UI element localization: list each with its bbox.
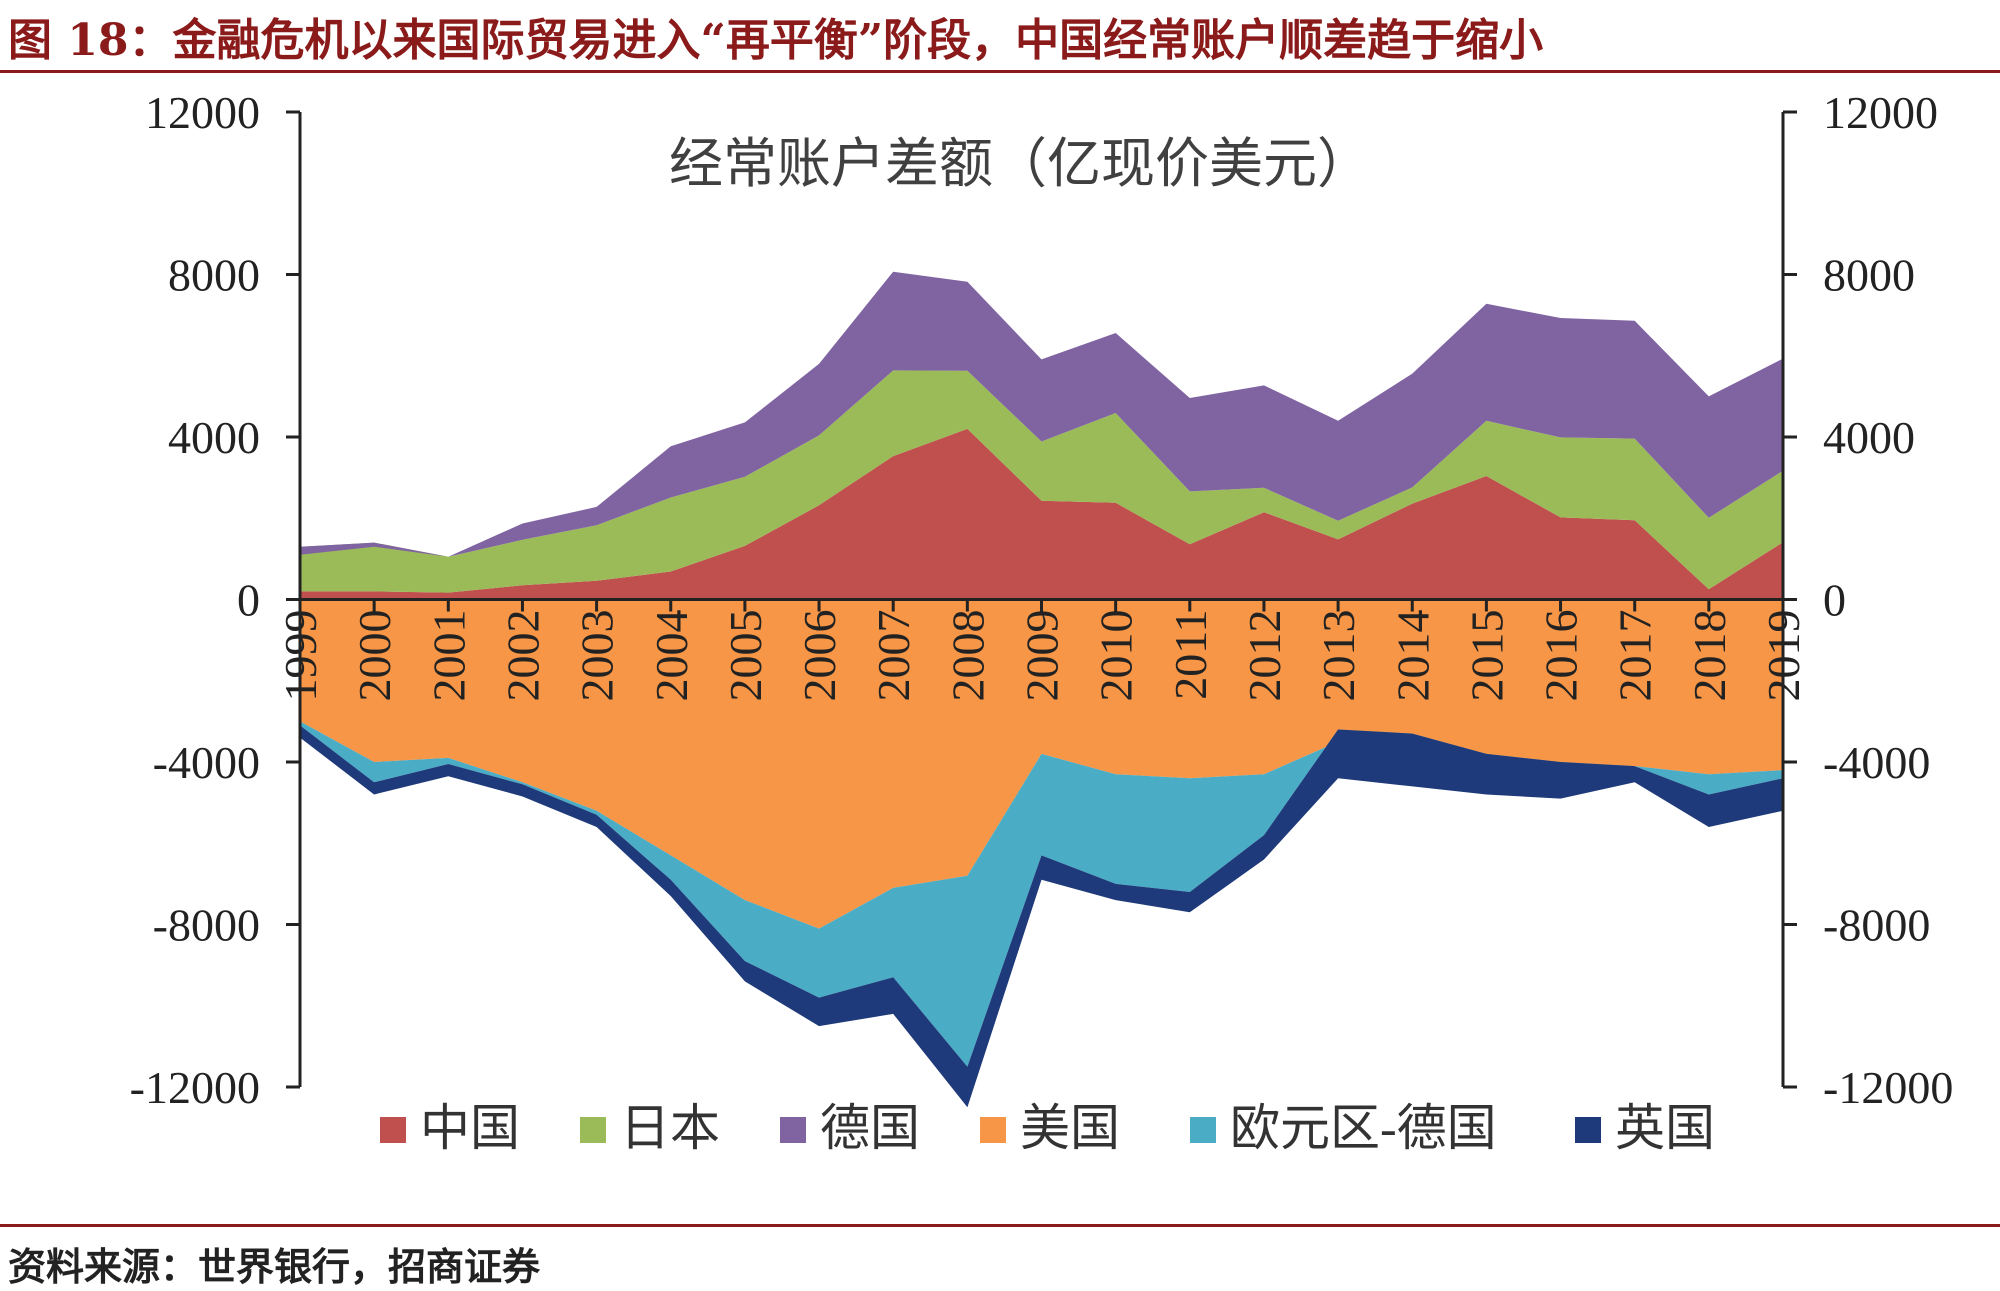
x-tick-label: 2016 [1536, 610, 1587, 702]
area-美国 [300, 599, 1783, 929]
x-tick-label: 2000 [349, 610, 400, 702]
legend-label: 英国 [1615, 1100, 1715, 1156]
x-tick-label: 2015 [1461, 610, 1512, 702]
x-tick-label: 2009 [1017, 610, 1068, 702]
x-tick-label: 2013 [1313, 610, 1364, 702]
chart-title: 经常账户差额（亿现价美元） [669, 134, 1371, 194]
x-tick-label: 2001 [423, 610, 474, 702]
y-tick-label-left: -8000 [153, 900, 260, 951]
source-note: 资料来源：世界银行，招商证券 [8, 1244, 541, 1289]
legend-swatch [580, 1117, 606, 1143]
x-tick-labels: 1999 2000 2001 2002 2003 2004 2005 2006 2007 2008… [275, 610, 1809, 702]
y-tick-label-left: -12000 [130, 1062, 260, 1113]
legend-swatch [780, 1117, 806, 1143]
y-tick-label-right: 8000 [1823, 250, 1915, 301]
x-tick-label: 2007 [868, 610, 919, 702]
current-account-chart: 1999 2000 2001 2002 2003 2004 2005 2006 2007 2008… [130, 87, 1954, 1156]
area-中国 [300, 428, 1783, 600]
source-rule [0, 1224, 2000, 1227]
legend-swatch [1190, 1117, 1216, 1143]
legend-swatch [1575, 1117, 1601, 1143]
legend-label: 美国 [1020, 1100, 1120, 1156]
y-tick-label-right: -12000 [1823, 1062, 1953, 1113]
x-tick-label: 2004 [646, 610, 697, 702]
y-tick-label-left: 12000 [145, 87, 260, 138]
x-tick-label: 2019 [1758, 610, 1809, 702]
x-tick-label: 2002 [497, 610, 548, 702]
area-欧元区-德国 [300, 721, 1783, 1067]
y-tick-labels: 12000 12000 8000 8000 4000 4000 0 0 -4000 -4000 -8… [130, 87, 1954, 1113]
x-tick-label: 2017 [1610, 610, 1661, 702]
x-tick-label: 2012 [1239, 610, 1290, 702]
x-tick-label: 2011 [1165, 610, 1216, 700]
x-tick-label: 2018 [1684, 610, 1735, 702]
y-tick-label-left: 0 [237, 575, 260, 626]
x-tick-label: 2005 [720, 610, 771, 702]
y-tick-label-left: 4000 [168, 412, 260, 463]
y-tick-label-right: -8000 [1823, 900, 1930, 951]
y-tick-label-left: -4000 [153, 737, 260, 788]
x-tick-label: 1999 [275, 610, 326, 702]
legend-label: 欧元区-德国 [1230, 1100, 1497, 1156]
legend-label: 中国 [420, 1100, 520, 1156]
area-layers [300, 271, 1783, 1108]
title-rule [0, 70, 2000, 73]
legend-label: 德国 [820, 1100, 920, 1156]
x-tick-label: 2003 [572, 610, 623, 702]
x-tick-label: 2010 [1091, 610, 1142, 702]
legend-label: 日本 [620, 1100, 720, 1156]
y-tick-label-right: 12000 [1823, 87, 1938, 138]
x-tick-label: 2006 [794, 610, 845, 702]
y-tick-label-right: -4000 [1823, 737, 1930, 788]
x-tick-label: 2008 [942, 610, 993, 702]
x-tick-label: 2014 [1387, 610, 1438, 702]
y-tick-label-right: 0 [1823, 575, 1846, 626]
legend-swatch [980, 1117, 1006, 1143]
legend: 中国 日本 德国 美国 欧元区-德国 英国 [380, 1100, 1715, 1156]
legend-swatch [380, 1117, 406, 1143]
axes [286, 110, 1797, 1089]
y-tick-label-right: 4000 [1823, 412, 1915, 463]
area-日本 [300, 370, 1783, 593]
area-德国 [300, 271, 1783, 557]
figure-title: 图 18：金融危机以来国际贸易进入“再平衡”阶段，中国经常账户顺差趋于缩小 [8, 15, 1544, 66]
y-tick-label-left: 8000 [168, 250, 260, 301]
